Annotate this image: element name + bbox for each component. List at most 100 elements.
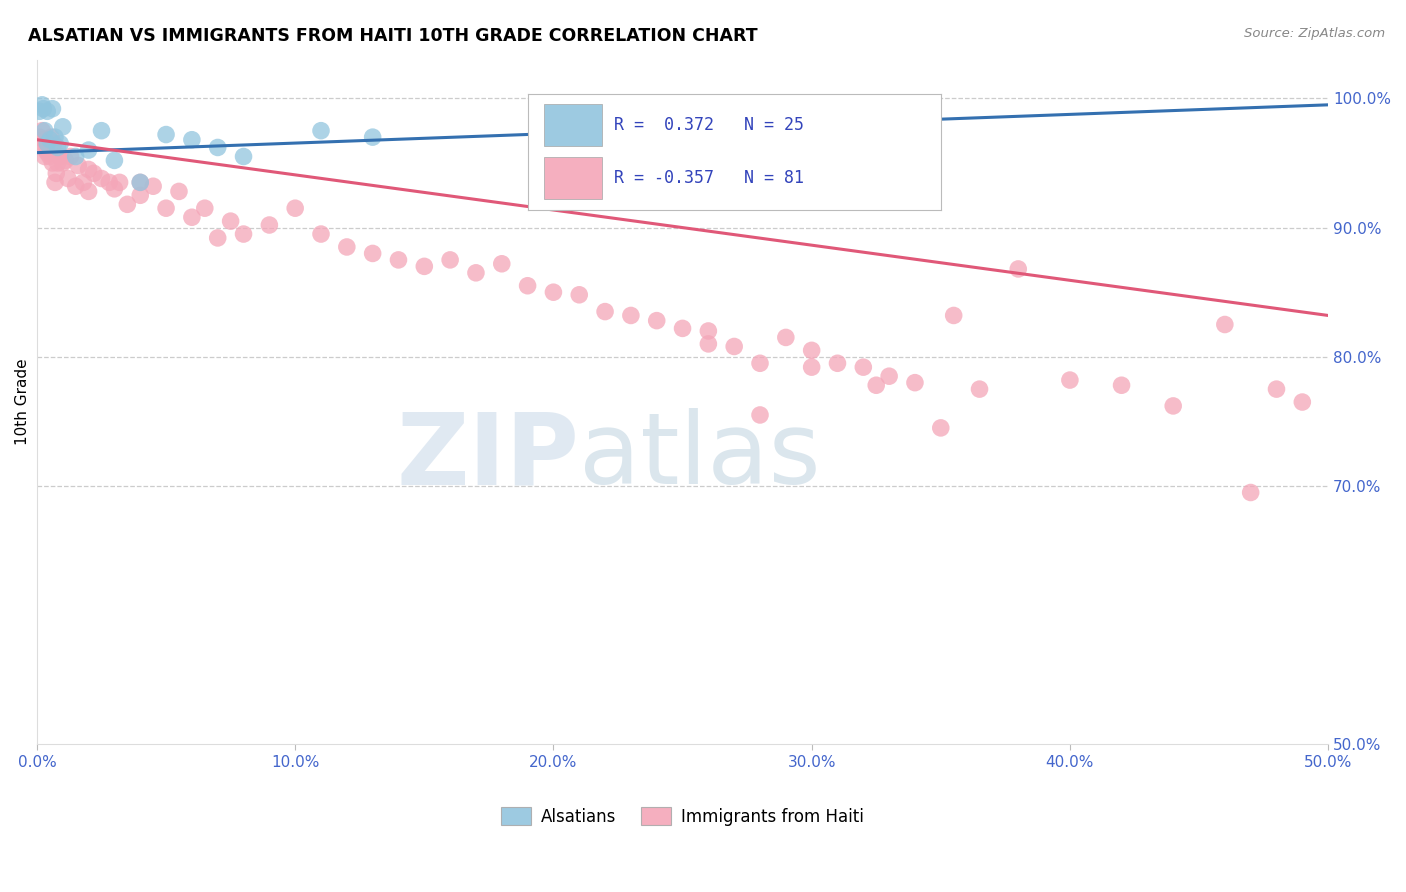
Point: [129, 175, 152, 189]
Point: [31, 123, 53, 137]
Point: [56, 171, 79, 186]
Point: [31, 98, 53, 112]
Point: [219, 214, 242, 228]
Point: [117, 197, 139, 211]
Point: [942, 309, 965, 323]
Point: [59, 149, 82, 163]
Point: [28, 130, 51, 145]
Legend: Alsatians, Immigrants from Haiti: Alsatians, Immigrants from Haiti: [495, 801, 870, 832]
Point: [32, 102, 55, 116]
Point: [32, 133, 55, 147]
Point: [46, 156, 69, 170]
Point: [1213, 318, 1236, 332]
Point: [44, 175, 66, 189]
Point: [645, 313, 668, 327]
Point: [44, 130, 66, 145]
Point: [1265, 382, 1288, 396]
Point: [52, 156, 75, 170]
Point: [516, 278, 538, 293]
Point: [361, 130, 384, 145]
Point: [38, 149, 60, 163]
Point: [37, 145, 59, 160]
Point: [46, 140, 69, 154]
Point: [232, 149, 254, 163]
Text: atlas: atlas: [579, 409, 821, 506]
Point: [658, 104, 681, 119]
Point: [77, 185, 100, 199]
Point: [34, 149, 56, 163]
Point: [1059, 373, 1081, 387]
Point: [180, 133, 202, 147]
Point: [34, 123, 56, 137]
Point: [49, 149, 72, 163]
Point: [387, 252, 409, 267]
Point: [904, 376, 927, 390]
Point: [800, 343, 823, 358]
Point: [103, 153, 125, 168]
Text: Source: ZipAtlas.com: Source: ZipAtlas.com: [1244, 27, 1385, 40]
Point: [1291, 395, 1313, 409]
Point: [697, 324, 720, 338]
Point: [1240, 485, 1263, 500]
Point: [723, 339, 745, 353]
Point: [207, 140, 229, 154]
Point: [45, 166, 67, 180]
Point: [53, 153, 76, 168]
Point: [41, 156, 63, 170]
Text: ALSATIAN VS IMMIGRANTS FROM HAITI 10TH GRADE CORRELATION CHART: ALSATIAN VS IMMIGRANTS FROM HAITI 10TH G…: [28, 27, 758, 45]
Point: [108, 175, 131, 189]
Point: [98, 175, 121, 189]
Point: [877, 369, 900, 384]
Point: [749, 408, 772, 422]
Point: [142, 179, 165, 194]
Point: [37, 136, 59, 151]
Point: [491, 257, 513, 271]
Point: [749, 356, 772, 370]
Point: [129, 175, 152, 189]
Point: [37, 104, 59, 119]
Point: [167, 185, 190, 199]
Point: [1007, 262, 1029, 277]
Point: [336, 240, 359, 254]
Point: [671, 321, 693, 335]
Point: [697, 337, 720, 351]
Point: [72, 175, 94, 189]
Point: [929, 421, 952, 435]
Point: [827, 356, 849, 370]
Point: [77, 143, 100, 157]
Text: ZIP: ZIP: [396, 409, 579, 506]
Point: [309, 227, 332, 241]
Point: [90, 171, 112, 186]
Point: [38, 133, 60, 147]
Point: [35, 143, 58, 157]
Point: [42, 136, 65, 151]
Point: [77, 162, 100, 177]
Point: [800, 360, 823, 375]
Point: [155, 128, 177, 142]
Point: [593, 304, 616, 318]
Point: [465, 266, 488, 280]
Point: [65, 179, 87, 194]
Point: [1161, 399, 1184, 413]
Point: [284, 201, 307, 215]
Point: [30, 136, 52, 151]
Point: [710, 98, 733, 112]
Point: [775, 330, 797, 344]
Point: [1111, 378, 1133, 392]
Point: [194, 201, 217, 215]
Point: [543, 285, 565, 300]
Point: [83, 166, 105, 180]
Point: [309, 123, 332, 137]
Point: [28, 104, 51, 119]
Point: [259, 218, 281, 232]
Point: [90, 123, 112, 137]
Point: [568, 287, 591, 301]
Point: [361, 246, 384, 260]
Point: [41, 102, 63, 116]
Point: [852, 360, 875, 375]
Point: [439, 252, 461, 267]
Point: [39, 130, 62, 145]
Point: [620, 309, 643, 323]
Point: [103, 182, 125, 196]
Y-axis label: 10th Grade: 10th Grade: [15, 359, 30, 445]
